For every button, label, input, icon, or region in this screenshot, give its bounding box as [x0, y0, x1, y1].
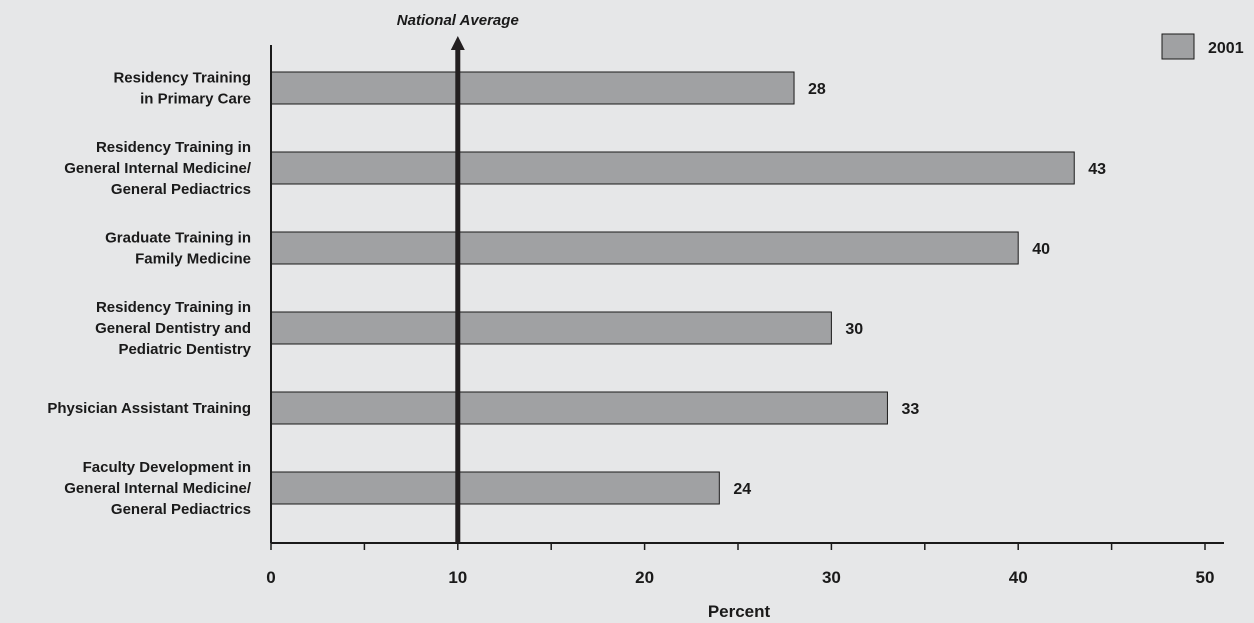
value-label-0: 28 [808, 81, 826, 98]
legend-swatch [1161, 33, 1195, 60]
x-tick-label-0: 0 [266, 568, 275, 587]
bar-3 [270, 311, 832, 345]
bar-1 [270, 151, 1075, 185]
legend-label: 2001 [1208, 40, 1244, 57]
bar-4 [270, 391, 888, 425]
category-label-5: Faculty Development in General Internal M… [64, 459, 252, 518]
labels-layer: 28 43 40 30 33 24 Residency Training in Primary… [47, 70, 1214, 622]
bars-layer [270, 71, 1075, 505]
category-label-1: Residency Training in General Internal Me… [64, 139, 252, 198]
x-tick-label-40: 40 [1009, 568, 1028, 587]
national-average-arrowhead [450, 36, 465, 50]
national-average-label: National Average [397, 12, 519, 29]
x-tick-label-20: 20 [635, 568, 654, 587]
value-label-2: 40 [1032, 241, 1050, 258]
value-label-4: 33 [901, 401, 919, 418]
axes-layer [270, 45, 1224, 550]
x-axis-title: Percent [708, 602, 771, 621]
category-label-2: Graduate Training in Family Medicine [105, 230, 251, 268]
x-tick-label-30: 30 [822, 568, 841, 587]
bar-0 [270, 71, 795, 105]
bar-5 [270, 471, 720, 505]
reference-line-layer: National Average [397, 12, 519, 543]
value-label-1: 43 [1088, 161, 1106, 178]
x-tick-label-50: 50 [1196, 568, 1215, 587]
legend: 2001 [1161, 33, 1244, 60]
x-tick-label-10: 10 [448, 568, 467, 587]
category-label-0: Residency Training in Primary Care [113, 70, 251, 108]
value-label-5: 24 [733, 481, 751, 498]
category-label-4: Physician Assistant Training [47, 400, 251, 417]
bar-2 [270, 231, 1019, 265]
category-label-3: Residency Training in General Dentistry a… [95, 299, 252, 358]
value-label-3: 30 [845, 321, 863, 338]
